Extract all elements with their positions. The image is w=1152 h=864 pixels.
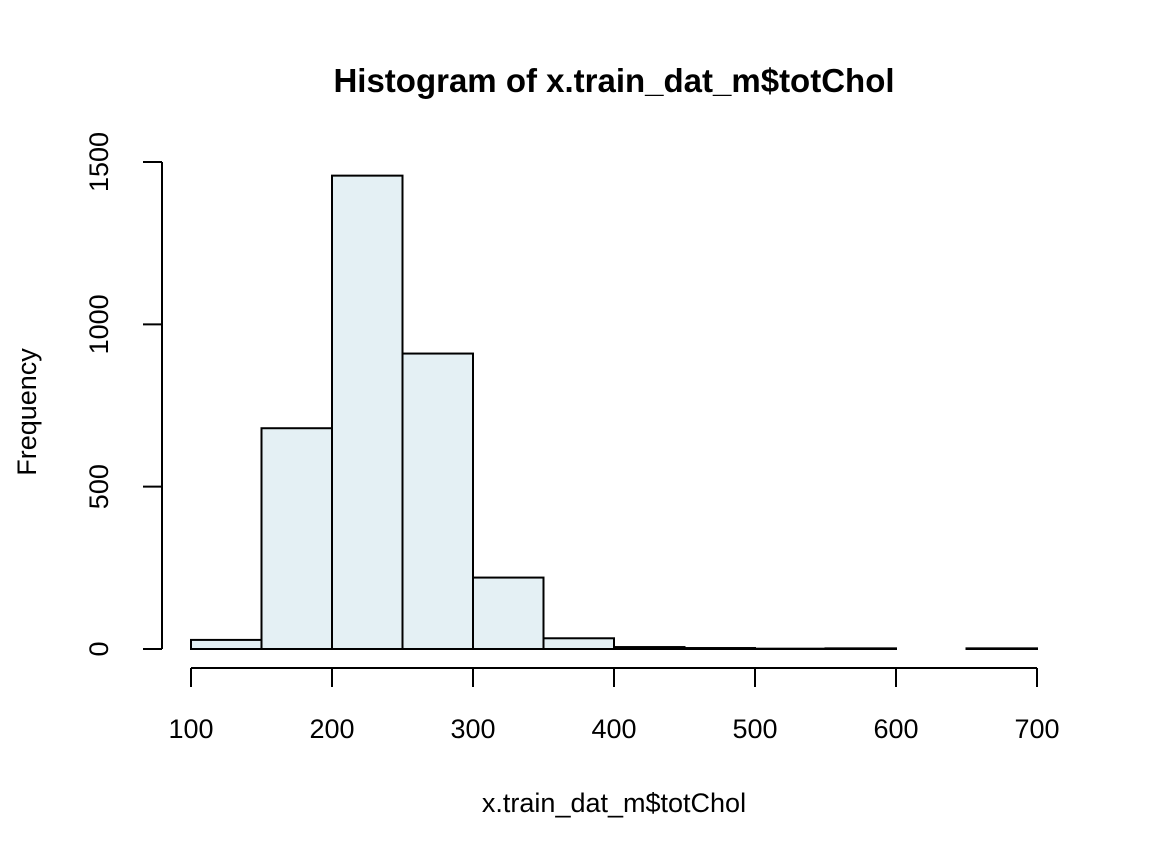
histogram-bar-400-450 [613,646,686,651]
x-tick-label-200: 200 [309,714,354,744]
y-tick-label-500: 500 [84,464,114,509]
histogram-bar-350-400 [542,637,615,651]
histogram-bar-550-600 [824,647,897,650]
histogram-bar-300-350 [472,576,545,650]
chart-title: Histogram of x.train_dat_m$totChol [333,62,894,99]
x-axis: 100 200 300 400 500 600 700 [168,667,1060,744]
x-axis-label: x.train_dat_m$totChol [482,788,746,818]
histogram-bars [190,174,1038,651]
x-tick-label-500: 500 [732,714,777,744]
x-tick-label-600: 600 [873,714,918,744]
y-axis-label: Frequency [12,348,42,476]
x-tick-label-700: 700 [1014,714,1059,744]
y-tick-label-0: 0 [84,641,114,656]
x-tick-label-100: 100 [168,714,213,744]
histogram-bar-250-300 [401,352,474,650]
histogram-bar-200-250 [331,174,404,651]
histogram-bar-450-500 [683,647,756,651]
y-tick-label-1000: 1000 [84,294,114,354]
histogram-bar-100-150 [190,638,263,651]
x-tick-label-400: 400 [591,714,636,744]
histogram-bar-150-200 [260,427,333,650]
histogram-bar-650-700 [965,647,1038,650]
y-tick-label-1500: 1500 [84,132,114,192]
x-tick-label-300: 300 [450,714,495,744]
y-axis: 0 500 1000 1500 [84,132,163,657]
